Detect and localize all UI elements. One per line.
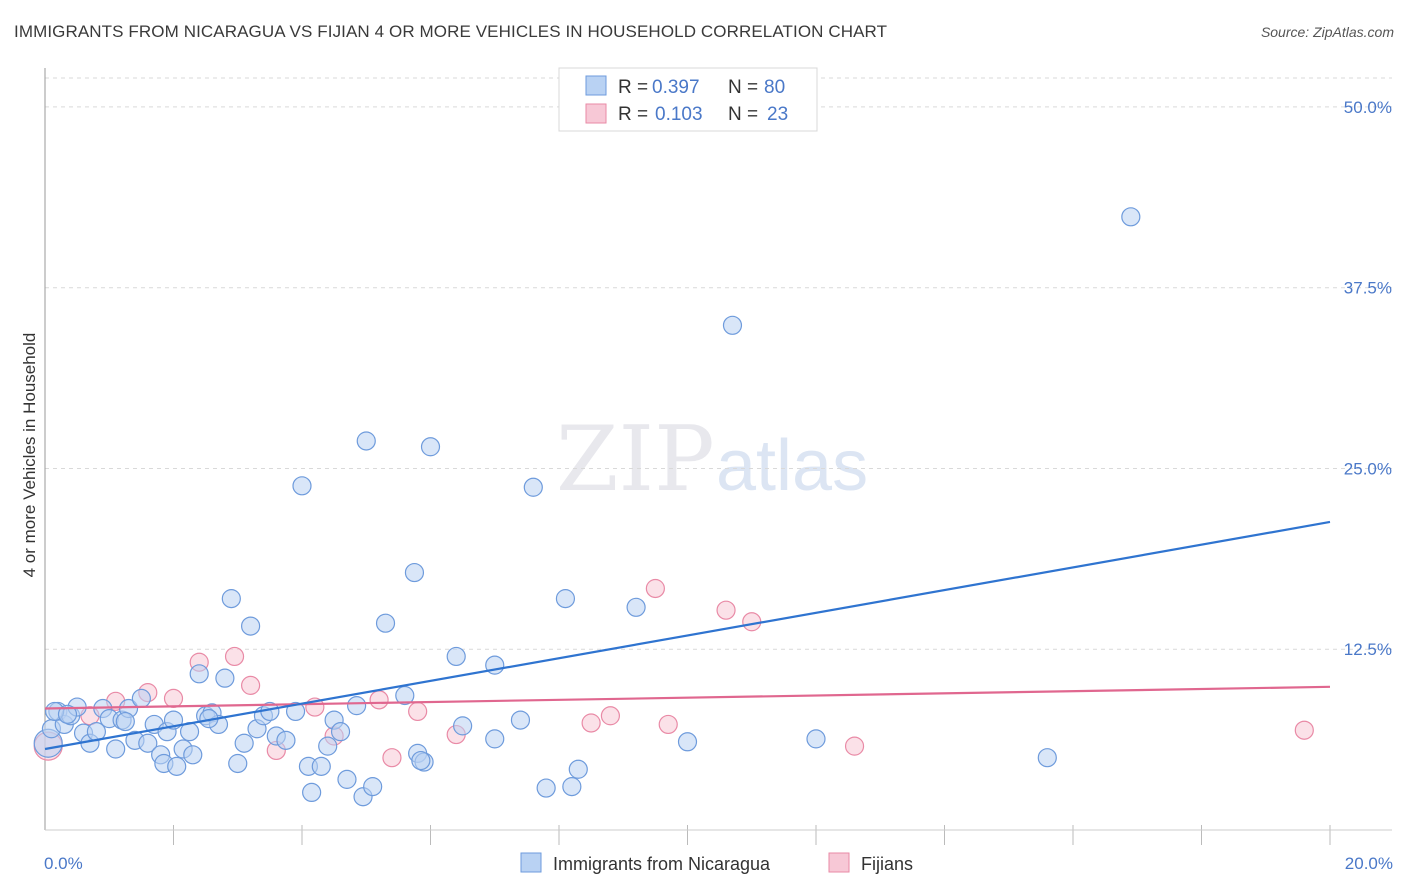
nicaragua-trend-line bbox=[44, 520, 1331, 751]
nicaragua-point bbox=[57, 704, 78, 724]
legend-pink-r-label: R = bbox=[618, 104, 648, 125]
nicaragua-point bbox=[1121, 207, 1141, 227]
watermark-zip: ZIP bbox=[556, 407, 715, 512]
nicaragua-point bbox=[221, 589, 241, 609]
y-tick-label: 25.0% bbox=[1344, 459, 1392, 478]
nicaragua-point bbox=[523, 477, 543, 497]
nicaragua-point bbox=[404, 562, 425, 583]
fijians-trend-line bbox=[44, 685, 1331, 710]
legend-blue-r-value: 0.397 bbox=[652, 77, 700, 98]
fijians-point bbox=[382, 748, 402, 768]
nicaragua-point bbox=[302, 782, 322, 803]
y-tick-label: 37.5% bbox=[1344, 279, 1392, 298]
source-credit: Source: ZipAtlas.com bbox=[1260, 24, 1394, 40]
nicaragua-point bbox=[189, 664, 209, 684]
y-tick-label: 50.0% bbox=[1344, 98, 1392, 117]
watermark: ZIP atlas bbox=[556, 407, 868, 512]
fijians-point bbox=[742, 612, 762, 632]
nicaragua-point bbox=[722, 315, 743, 335]
nicaragua-point bbox=[411, 750, 431, 771]
nicaragua-point bbox=[138, 733, 158, 753]
fijians-point bbox=[645, 578, 665, 599]
nicaragua-point bbox=[115, 711, 135, 732]
legend-blue-n-label: N = bbox=[728, 77, 758, 98]
nicaragua-point bbox=[510, 710, 531, 730]
nicaragua-point bbox=[446, 646, 466, 667]
nicaragua-point bbox=[318, 736, 338, 756]
nicaragua-point bbox=[311, 756, 331, 776]
nicaragua-point bbox=[536, 778, 556, 798]
nicaragua-point bbox=[167, 756, 187, 776]
legend-pink-r-value: 0.103 bbox=[655, 104, 703, 125]
fijians-point bbox=[844, 736, 865, 756]
nicaragua-point bbox=[806, 729, 826, 749]
fijians-point bbox=[241, 675, 261, 695]
nicaragua-point bbox=[347, 696, 367, 716]
watermark-atlas: atlas bbox=[716, 426, 868, 506]
legend-blue-r-label: R = bbox=[618, 77, 648, 98]
fijians-point bbox=[369, 690, 389, 710]
fijians-point bbox=[163, 688, 184, 709]
trend-lines bbox=[44, 520, 1331, 751]
fijians-point bbox=[408, 701, 428, 722]
legend-pink-n-value: 23 bbox=[767, 104, 788, 125]
fijians-point bbox=[224, 646, 245, 667]
nicaragua-point bbox=[337, 769, 357, 789]
nicaragua-point bbox=[1037, 748, 1057, 768]
nicaragua-point bbox=[677, 732, 698, 752]
nicaragua-point bbox=[420, 437, 441, 457]
nicaragua-point bbox=[453, 716, 473, 736]
nicaragua-point bbox=[562, 777, 582, 797]
legend-pink-n-label: N = bbox=[728, 104, 758, 125]
nicaragua-point bbox=[106, 739, 126, 759]
nicaragua-point bbox=[292, 476, 312, 496]
nicaragua-point bbox=[485, 729, 505, 749]
fijians-point bbox=[600, 706, 621, 726]
bottom-legend-swatch-pink bbox=[828, 852, 850, 873]
fijians-point bbox=[658, 714, 678, 735]
nicaragua-point bbox=[555, 589, 576, 609]
nicaragua-point bbox=[228, 753, 248, 774]
y-tick-labels: 12.5% 25.0% 37.5% 50.0% bbox=[1344, 98, 1392, 659]
chart-title: IMMIGRANTS FROM NICARAGUA VS FIJIAN 4 OR… bbox=[14, 22, 888, 41]
stats-legend: R = 0.397 N = 80 R = 0.103 N = 23 bbox=[558, 67, 818, 132]
nicaragua-point bbox=[568, 759, 588, 779]
legend-swatch-pink bbox=[585, 103, 607, 124]
fijians-point bbox=[1294, 720, 1314, 740]
nicaragua-point bbox=[276, 730, 296, 750]
bottom-legend-swatch-blue bbox=[520, 852, 542, 873]
nicaragua-point bbox=[215, 668, 235, 688]
legend-swatch-blue bbox=[585, 75, 607, 96]
nicaragua-point bbox=[363, 777, 383, 797]
fijians-point bbox=[581, 713, 601, 733]
bottom-legend-fijians: Fijians bbox=[861, 854, 913, 874]
grid-layer bbox=[45, 77, 1392, 845]
nicaragua-point bbox=[375, 613, 396, 633]
nicaragua-point bbox=[330, 722, 351, 742]
y-axis-label: 4 or more Vehicles in Household bbox=[20, 333, 39, 578]
nicaragua-point bbox=[356, 431, 376, 451]
nicaragua-point bbox=[131, 688, 151, 709]
y-tick-label: 12.5% bbox=[1344, 640, 1392, 659]
nicaragua-point bbox=[234, 733, 254, 753]
nicaragua-point bbox=[285, 701, 306, 722]
nicaragua-point bbox=[183, 745, 203, 765]
nicaragua-point bbox=[241, 616, 261, 636]
nicaragua-point bbox=[626, 597, 646, 617]
fijians-point bbox=[716, 600, 736, 620]
legend-blue-n-value: 80 bbox=[764, 77, 785, 98]
axis-layer bbox=[44, 68, 1392, 831]
x-tick-labels: 0.0% 20.0% bbox=[44, 854, 1393, 873]
series-legend: Immigrants from Nicaragua Fijians bbox=[520, 852, 913, 874]
x-tick-label: 20.0% bbox=[1345, 854, 1393, 873]
bottom-legend-nicaragua: Immigrants from Nicaragua bbox=[553, 854, 771, 874]
x-tick-label: 0.0% bbox=[44, 854, 83, 873]
